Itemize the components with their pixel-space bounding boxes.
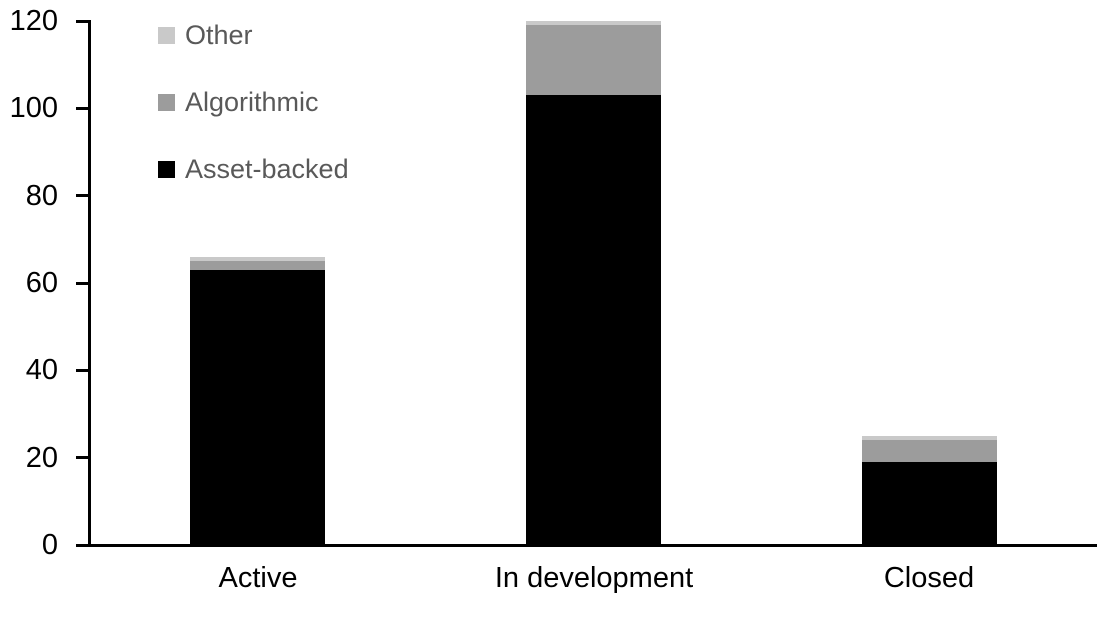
bar-segment-in-development-asset-backed — [526, 95, 661, 545]
legend-item-algorithmic: Algorithmic — [158, 86, 349, 118]
y-tick-label-120: 120 — [9, 5, 58, 37]
bar-segment-active-asset-backed — [190, 269, 326, 545]
y-tick-mark-60 — [76, 281, 90, 285]
y-tick-mark-80 — [76, 194, 90, 198]
legend-swatch-other-icon — [158, 26, 175, 44]
legend-item-asset-backed: Asset-backed — [158, 153, 349, 185]
bar-segment-active-other — [190, 256, 326, 262]
legend-item-other: Other — [158, 19, 349, 51]
bar-segment-closed-asset-backed — [861, 462, 997, 545]
legend-swatch-algorithmic-icon — [158, 93, 175, 111]
y-tick-mark-120 — [76, 19, 90, 23]
legend-label-algorithmic: Algorithmic — [185, 86, 319, 117]
y-tick-label-80: 80 — [25, 179, 58, 212]
legend-label-asset-backed: Asset-backed — [185, 153, 349, 184]
x-axis-label-closed: Closed — [883, 562, 975, 594]
x-axis-line — [76, 544, 1097, 547]
y-tick-label-60: 60 — [25, 267, 58, 299]
y-tick-mark-100 — [76, 106, 90, 110]
bar-segment-closed-algorithmic — [861, 440, 997, 463]
y-tick-label-100: 100 — [9, 92, 58, 125]
legend-swatch-asset-backed-icon — [158, 160, 175, 178]
legend-label-other: Other — [185, 19, 253, 50]
bar-segment-in-development-algorithmic — [526, 25, 661, 96]
y-tick-label-40: 40 — [25, 354, 58, 387]
y-tick-mark-40 — [76, 368, 90, 372]
bar-segment-active-algorithmic — [190, 261, 326, 270]
legend: Other Algorithmic Asset-backed — [158, 19, 349, 185]
y-tick-label-20: 20 — [25, 441, 58, 474]
y-tick-mark-0 — [76, 543, 90, 547]
bar-segment-in-development-other — [526, 21, 661, 26]
y-tick-label-0: 0 — [41, 529, 58, 561]
x-axis-label-in-development: In development — [494, 562, 694, 594]
y-tick-mark-20 — [76, 456, 90, 460]
x-axis-label-active: Active — [218, 562, 298, 594]
bar-segment-closed-other — [861, 435, 997, 441]
